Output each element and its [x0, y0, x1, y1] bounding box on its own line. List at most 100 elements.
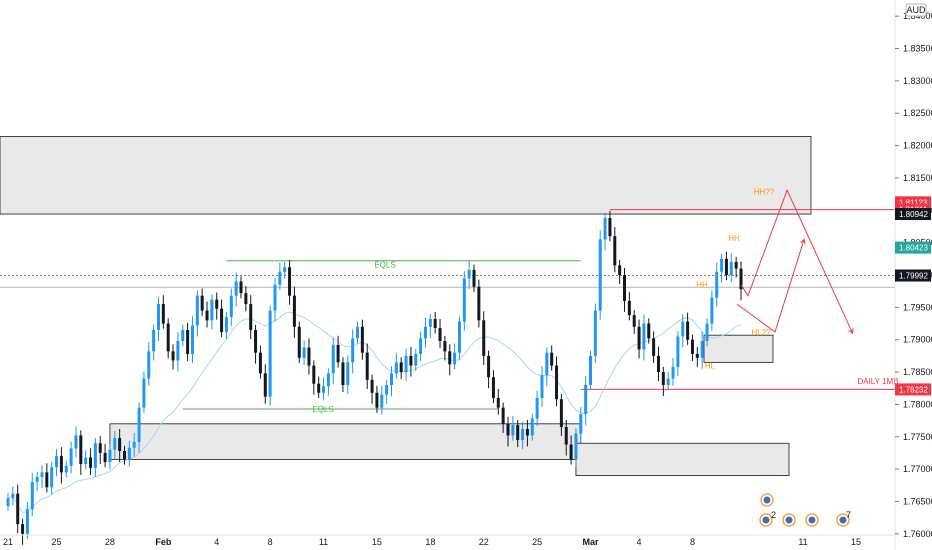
event-flag-inner [839, 516, 847, 524]
candle-body [555, 365, 559, 400]
candle-body [389, 373, 393, 385]
supply-demand-zone [109, 423, 582, 460]
candle-body [302, 347, 306, 358]
candle-body [414, 353, 418, 366]
candle-body [399, 362, 403, 373]
candle-body [652, 338, 656, 356]
candle-body [501, 407, 505, 424]
candle-body [40, 472, 44, 477]
candle-body [220, 308, 224, 332]
candle-body [273, 284, 277, 311]
projection-arrow-head [848, 328, 854, 335]
supply-demand-zone [575, 442, 790, 476]
candle-body [404, 355, 408, 373]
annotation-label: DAILY 1MB [857, 377, 898, 386]
annotation-label: EQLS [312, 405, 333, 414]
candle-body [50, 467, 54, 488]
candle-body [491, 377, 495, 398]
candle-body [394, 362, 398, 374]
candle-body [278, 271, 282, 285]
candle-body [21, 524, 25, 534]
candle-body [448, 351, 452, 365]
candle-body [137, 407, 141, 442]
candle-body [720, 258, 724, 272]
price-label-box [895, 383, 931, 396]
candle-body [608, 218, 612, 237]
price-tick-label: 1.83500 [903, 44, 932, 54]
candle-body [637, 326, 641, 350]
candle-body [525, 429, 529, 436]
time-tick-label: 15 [372, 537, 382, 547]
candle-body [729, 262, 733, 275]
candle-body [132, 441, 136, 448]
candle-body [244, 293, 248, 305]
candle-body [152, 330, 156, 352]
candle-body [331, 344, 335, 374]
candle-body [127, 447, 131, 460]
candle-body [666, 378, 670, 385]
candle-body [710, 297, 714, 324]
candle-body [239, 281, 243, 294]
currency-label: AUD [906, 5, 926, 15]
time-tick-label: Mar [583, 537, 600, 547]
candle-body [564, 427, 568, 445]
candle-body [671, 366, 675, 379]
candle-body [467, 269, 471, 279]
candle-body [307, 347, 311, 366]
candle-body [11, 493, 15, 499]
candle-body [385, 385, 389, 395]
price-tick-label: 1.76500 [903, 496, 932, 506]
candle-body [89, 457, 93, 468]
price-label-text: 1.80423 [899, 244, 928, 253]
price-label-box [895, 208, 931, 221]
annotation-label: HL [705, 362, 716, 371]
candle-body [351, 338, 355, 363]
currency-badge [905, 3, 927, 17]
candle-body [618, 265, 622, 275]
price-tick-label: 1.78000 [903, 399, 932, 409]
price-label-text: 1.78232 [899, 385, 928, 394]
candle-body [312, 365, 316, 384]
candle-body [16, 493, 20, 525]
candle-body [249, 304, 253, 330]
price-label-box [895, 241, 931, 254]
candle-body [521, 429, 525, 440]
time-tick-label: 8 [690, 537, 695, 547]
candle-body [147, 351, 151, 379]
candle-body [195, 295, 199, 326]
candle-body [705, 323, 709, 341]
price-tick-label: 1.83000 [903, 76, 932, 86]
price-label-text: 1.79992 [899, 272, 928, 281]
candle-body [346, 362, 350, 385]
candle-body [593, 310, 597, 356]
time-tick-label: Feb [155, 537, 172, 547]
event-flag-inner [762, 516, 770, 524]
candle-body [317, 383, 321, 393]
candle-body [433, 319, 437, 329]
candle-body [545, 352, 549, 376]
price-label-text: 1.80942 [899, 210, 928, 219]
price-tick-label: 1.76000 [903, 529, 932, 539]
candle-body [123, 451, 127, 460]
time-tick-label: 8 [268, 537, 273, 547]
candle-body [25, 509, 29, 534]
candle-body [496, 397, 500, 408]
candle-body [229, 295, 233, 318]
annotation-label: HH [696, 281, 708, 290]
candle-body [268, 310, 272, 397]
candle-body [35, 476, 39, 483]
candle-body [210, 299, 214, 321]
time-tick-label: 21 [3, 537, 13, 547]
candle-body [166, 323, 170, 352]
price-tick-label: 1.79000 [903, 335, 932, 345]
time-tick-label: 25 [532, 537, 542, 547]
time-tick-label: 4 [214, 537, 219, 547]
candle-body [409, 355, 413, 366]
price-tick-label: 1.82000 [903, 141, 932, 151]
candle-body [205, 310, 209, 321]
candle-body [292, 295, 296, 327]
candle-body [234, 281, 238, 296]
supply-demand-zone [703, 334, 774, 363]
